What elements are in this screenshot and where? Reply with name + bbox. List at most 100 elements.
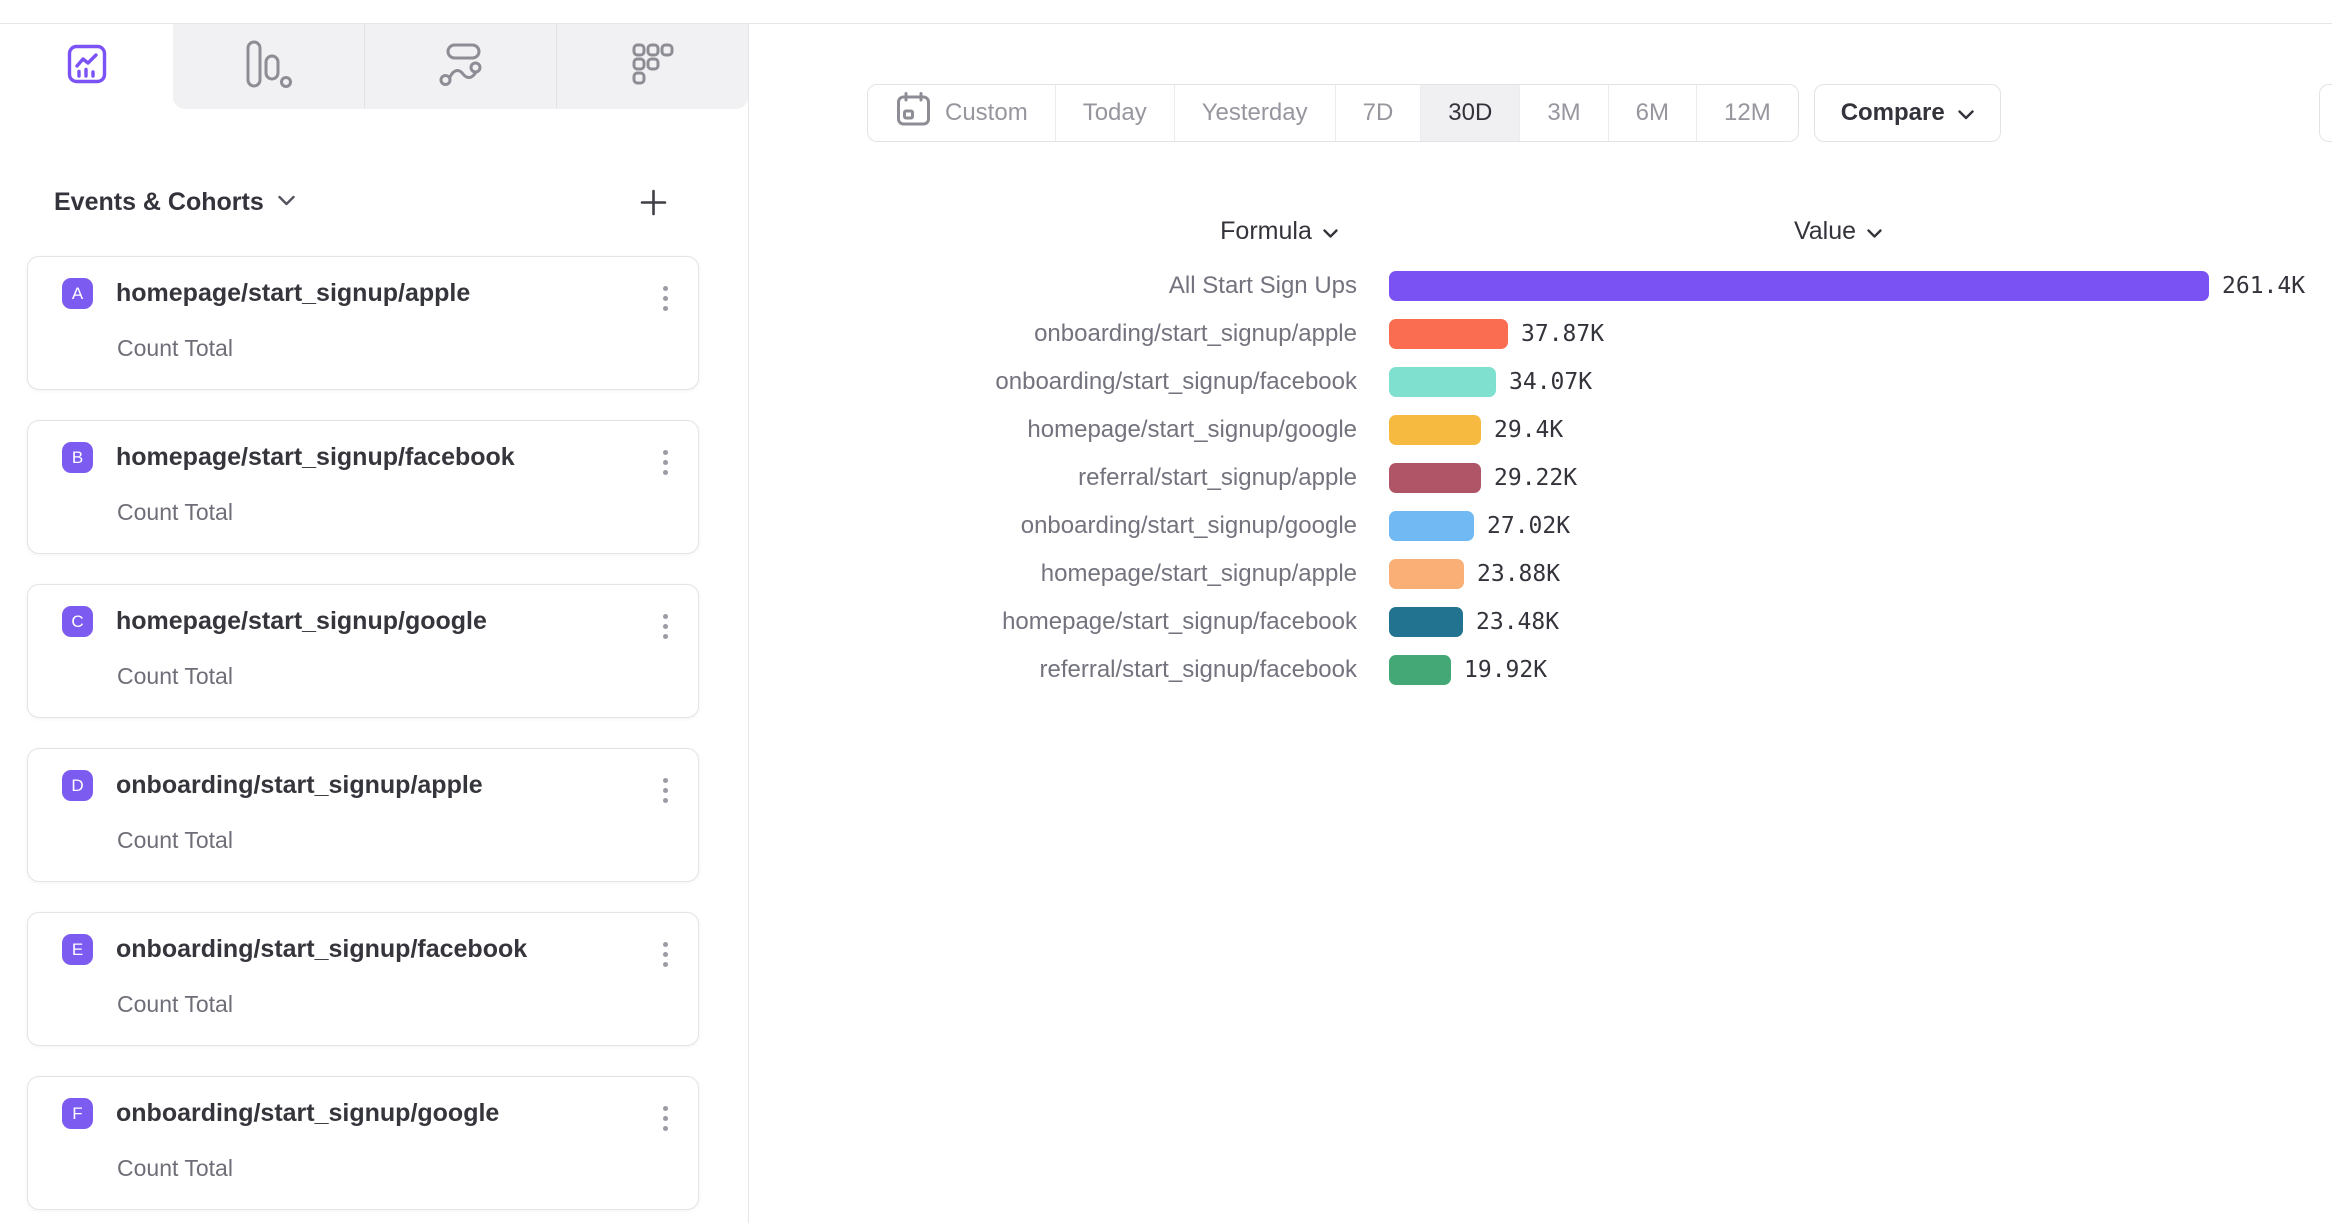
series-badge: B bbox=[62, 442, 93, 473]
date-range-today[interactable]: Today bbox=[1054, 85, 1174, 141]
kebab-dot bbox=[663, 470, 668, 475]
kebab-menu-icon[interactable] bbox=[659, 610, 672, 643]
inactive-tabs-group bbox=[173, 24, 748, 109]
event-measure-dropdown[interactable]: Count Total bbox=[117, 663, 233, 689]
tab-insights[interactable] bbox=[0, 24, 173, 109]
report-main: Custom Today Yesterday 7D 30D 3M 6M 12M Compare… bbox=[749, 24, 2332, 1223]
kebab-dot bbox=[663, 1116, 668, 1121]
kebab-dot bbox=[663, 942, 668, 947]
bar-row-label: referral/start_signup/facebook bbox=[1039, 656, 1357, 683]
bar-row-label: All Start Sign Ups bbox=[1168, 272, 1357, 299]
event-measure-dropdown[interactable]: Count Total bbox=[117, 335, 233, 361]
kebab-dot bbox=[663, 798, 668, 803]
report-type-tabbar bbox=[0, 24, 748, 109]
bar-chart-row: referral/start_signup/apple 29.22K bbox=[749, 454, 2332, 502]
kebab-dot bbox=[663, 962, 668, 967]
event-measure-dropdown[interactable]: Count Total bbox=[117, 991, 233, 1017]
bar-segment[interactable] bbox=[1389, 367, 1496, 397]
kebab-menu-icon[interactable] bbox=[659, 446, 672, 479]
date-range-label: 7D bbox=[1362, 99, 1394, 126]
event-name: homepage/start_signup/apple bbox=[116, 279, 471, 307]
tab-retention[interactable] bbox=[556, 24, 748, 109]
kebab-menu-icon[interactable] bbox=[659, 282, 672, 315]
kebab-menu-icon[interactable] bbox=[659, 774, 672, 807]
date-controls: Custom Today Yesterday 7D 30D 3M 6M 12M Compare bbox=[867, 84, 2001, 142]
date-range-12m[interactable]: 12M bbox=[1696, 85, 1798, 141]
chevron-down-icon bbox=[1958, 99, 1974, 127]
events-cohorts-title: Events & Cohorts bbox=[54, 187, 264, 216]
series-badge: F bbox=[62, 1098, 93, 1129]
bar-chart-row: referral/start_signup/facebook 19.92K bbox=[749, 646, 2332, 694]
bar-row-value: 23.48K bbox=[1476, 609, 1560, 635]
bar-segment[interactable] bbox=[1389, 271, 2209, 301]
value-column-header[interactable]: Value bbox=[1733, 217, 1943, 246]
bar-row-value: 261.4K bbox=[2222, 273, 2306, 299]
kebab-dot bbox=[663, 460, 668, 465]
bar-row-value: 34.07K bbox=[1509, 369, 1593, 395]
kebab-dot bbox=[663, 778, 668, 783]
event-measure-dropdown[interactable]: Count Total bbox=[117, 499, 233, 525]
bar-segment[interactable] bbox=[1389, 607, 1463, 637]
date-range-yesterday[interactable]: Yesterday bbox=[1173, 85, 1335, 141]
date-range-7d[interactable]: 7D bbox=[1334, 85, 1421, 141]
compare-button[interactable]: Compare bbox=[1813, 84, 2001, 142]
bar-row-label: homepage/start_signup/google bbox=[1027, 416, 1357, 443]
date-range-label: 6M bbox=[1635, 99, 1669, 126]
bar-row-value: 27.02K bbox=[1487, 513, 1571, 539]
calendar-icon bbox=[895, 91, 932, 135]
series-badge: E bbox=[62, 934, 93, 965]
date-range-6m[interactable]: 6M bbox=[1607, 85, 1696, 141]
value-header-label: Value bbox=[1793, 217, 1857, 245]
date-range-custom[interactable]: Custom bbox=[868, 85, 1055, 141]
bar-segment[interactable] bbox=[1389, 655, 1451, 685]
bar-row-value: 19.92K bbox=[1464, 657, 1548, 683]
bar-row-label: onboarding/start_signup/google bbox=[1020, 512, 1357, 539]
date-range-picker: Custom Today Yesterday 7D 30D 3M 6M 12M bbox=[867, 84, 1799, 142]
date-range-label: 30D bbox=[1448, 99, 1493, 126]
date-range-label: Custom bbox=[945, 99, 1028, 126]
kebab-menu-icon[interactable] bbox=[659, 938, 672, 971]
event-name: homepage/start_signup/google bbox=[116, 607, 487, 635]
kebab-dot bbox=[663, 296, 668, 301]
bar-segment[interactable] bbox=[1389, 559, 1464, 589]
bar-chart-row: onboarding/start_signup/google 27.02K bbox=[749, 502, 2332, 550]
bar-row-label: onboarding/start_signup/facebook bbox=[995, 368, 1357, 395]
date-range-label: Today bbox=[1082, 99, 1147, 126]
event-measure-dropdown[interactable]: Count Total bbox=[117, 827, 233, 853]
bar-segment[interactable] bbox=[1389, 415, 1481, 445]
bar-chart-row: onboarding/start_signup/apple 37.87K bbox=[749, 310, 2332, 358]
kebab-menu-icon[interactable] bbox=[659, 1102, 672, 1135]
tab-funnels[interactable] bbox=[173, 24, 364, 109]
bar-row-label: onboarding/start_signup/apple bbox=[1034, 320, 1357, 347]
date-range-30d[interactable]: 30D bbox=[1420, 85, 1520, 141]
add-event-button[interactable] bbox=[638, 187, 668, 217]
date-range-label: Yesterday bbox=[1201, 99, 1308, 126]
event-name: onboarding/start_signup/facebook bbox=[116, 935, 528, 963]
event-name: homepage/start_signup/facebook bbox=[116, 443, 515, 471]
tab-flows[interactable] bbox=[364, 24, 556, 109]
formula-column-header[interactable]: Formula bbox=[1174, 217, 1384, 246]
chevron-down-icon bbox=[278, 193, 295, 211]
bar-segment[interactable] bbox=[1389, 511, 1474, 541]
retention-dots-icon bbox=[632, 43, 674, 90]
event-measure-dropdown[interactable]: Count Total bbox=[117, 1155, 233, 1181]
bar-segment[interactable] bbox=[1389, 319, 1508, 349]
clipped-edge-button[interactable] bbox=[2319, 84, 2332, 142]
events-cohorts-dropdown[interactable]: Events & Cohorts bbox=[54, 188, 295, 217]
bar-segment[interactable] bbox=[1389, 463, 1481, 493]
bar-chart-row: homepage/start_signup/apple 23.88K bbox=[749, 550, 2332, 598]
date-range-3m[interactable]: 3M bbox=[1519, 85, 1607, 141]
bar-chart-row: homepage/start_signup/facebook 23.48K bbox=[749, 598, 2332, 646]
series-badge: A bbox=[62, 278, 93, 309]
